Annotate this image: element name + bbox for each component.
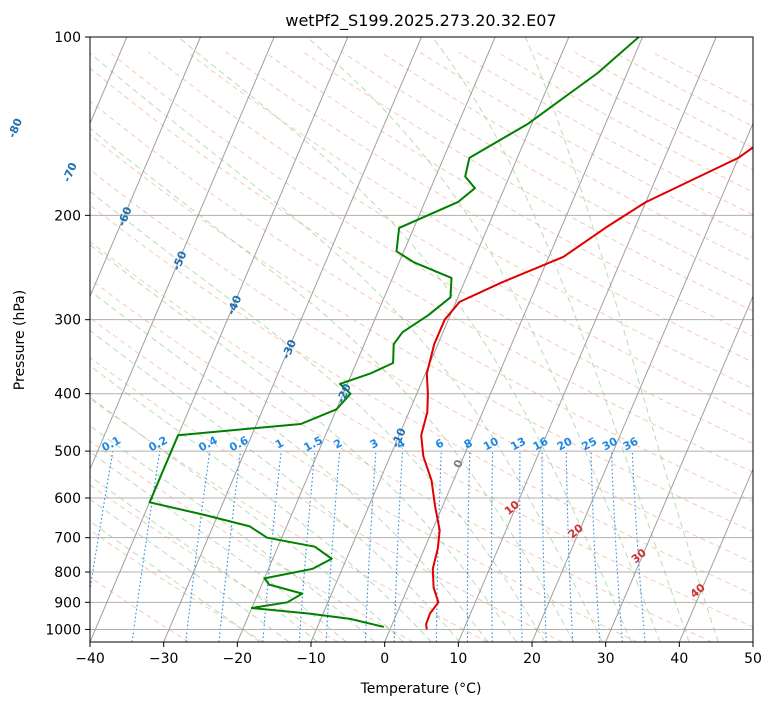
y-tick-label: 500 xyxy=(54,444,81,460)
dry-adiabat-line xyxy=(90,134,753,533)
moist-adiabat-line xyxy=(177,37,632,642)
y-tick-label: 900 xyxy=(54,595,81,611)
moist-adiabat-line xyxy=(90,52,603,642)
mixing-ratio-line xyxy=(298,451,316,642)
moist-adiabat-line xyxy=(90,520,261,642)
x-axis-title: Temperature (°C) xyxy=(360,681,482,697)
isotherm-line xyxy=(90,37,275,471)
isotherm-line xyxy=(310,37,570,642)
mixing-ratio-label: 10 xyxy=(481,435,501,454)
moist-adiabat-line xyxy=(90,244,517,642)
moist-adiabats xyxy=(90,37,719,642)
moist-adiabat-line xyxy=(90,190,546,642)
isotherms xyxy=(90,37,753,642)
moist-adiabat-line xyxy=(90,329,461,642)
dry-adiabat-line xyxy=(90,168,753,564)
moist-adiabat-line xyxy=(90,475,319,642)
x-tick-label: −30 xyxy=(149,651,179,667)
dry-adiabat-line xyxy=(90,397,488,642)
mixing-ratio-line xyxy=(262,451,282,642)
moist-adiabat-line xyxy=(90,365,432,642)
mixing-ratio-label: 16 xyxy=(531,435,551,454)
moist-adiabat-line xyxy=(90,498,290,642)
x-tick-label: −40 xyxy=(75,651,105,667)
y-axis-ticks: 100 200 300 400 500 600 700 800 900 1000 xyxy=(45,30,90,638)
x-axis-ticks: −40 −30 −20 −10 0 10 20 30 40 50 xyxy=(75,642,762,667)
dry-adiabat-line xyxy=(303,51,753,312)
isotherm-line xyxy=(457,37,717,642)
dewpoint-profile-line xyxy=(148,37,640,628)
dry-adiabat-line xyxy=(90,317,638,642)
chart-title: wetPf2_S199.2025.273.20.32.E07 xyxy=(285,11,556,31)
y-tick-label: 400 xyxy=(54,387,81,403)
moist-adiabat-line xyxy=(90,396,404,642)
dry-adiabat-line xyxy=(90,440,414,642)
isotherm-line xyxy=(163,37,422,642)
x-tick-label: −20 xyxy=(223,651,253,667)
y-tick-label: 1000 xyxy=(45,622,81,638)
dry-adiabat-line xyxy=(90,67,753,473)
y-tick-label: 600 xyxy=(54,491,81,507)
isotherm-line xyxy=(384,37,643,642)
isotherm-line xyxy=(531,122,753,642)
pressure-gridlines xyxy=(90,37,753,630)
dry-adiabat-line xyxy=(90,240,753,628)
moist-adiabat-line xyxy=(90,451,347,642)
mixing-ratio-label: 20 xyxy=(555,435,575,454)
x-tick-label: 0 xyxy=(380,651,389,667)
y-tick-label: 100 xyxy=(54,30,81,46)
y-tick-label: 300 xyxy=(54,313,81,329)
dry-adiabat-line xyxy=(90,484,339,642)
plot-area xyxy=(90,37,753,642)
x-tick-label: 20 xyxy=(523,651,541,667)
mixing-ratio-label: 36 xyxy=(621,435,641,454)
dry-adiabat-line xyxy=(90,576,190,642)
moist-adiabat-line xyxy=(525,37,719,642)
isotherm-line xyxy=(605,295,753,642)
moist-adiabat-line xyxy=(306,37,661,642)
dry-adiabat-line xyxy=(147,51,753,417)
mixing-ratio-label: 25 xyxy=(580,435,600,454)
plot-frame xyxy=(89,36,754,643)
mixing-ratio-line xyxy=(631,451,646,642)
dry-adiabats xyxy=(90,51,753,642)
mixing-ratio-label: 30 xyxy=(600,435,620,454)
x-tick-label: 30 xyxy=(597,651,615,667)
x-tick-label: 40 xyxy=(670,651,688,667)
mixing-ratio-line xyxy=(185,451,211,642)
isotherm-line xyxy=(678,467,753,642)
x-tick-label: −10 xyxy=(296,651,326,667)
profile-lines xyxy=(148,37,753,630)
mixing-ratio-line xyxy=(90,451,114,594)
isotherm-line xyxy=(90,37,349,642)
y-tick-label: 700 xyxy=(54,531,81,547)
mixing-ratio-line xyxy=(218,451,242,642)
dry-adiabat-line xyxy=(90,100,753,503)
y-tick-label: 800 xyxy=(54,565,81,581)
temperature-profile-line xyxy=(420,146,753,630)
y-tick-label: 200 xyxy=(54,208,81,224)
x-tick-label: 50 xyxy=(744,651,762,667)
mixing-ratio-label: 13 xyxy=(508,435,528,454)
dry-adiabat-line xyxy=(225,51,753,363)
moist-adiabat-line xyxy=(431,37,690,642)
y-axis-title: Pressure (hPa) xyxy=(12,290,28,390)
isotherm-line xyxy=(90,37,201,298)
x-tick-label: 10 xyxy=(449,651,467,667)
dry-adiabat-line xyxy=(90,356,563,642)
